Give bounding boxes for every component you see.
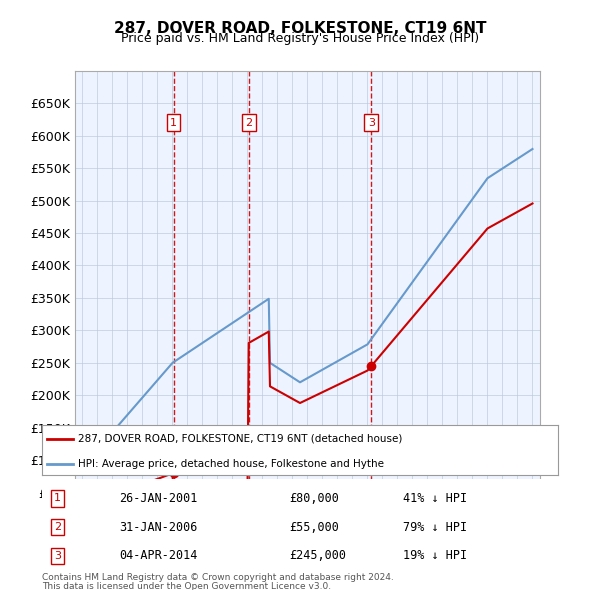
- Text: This data is licensed under the Open Government Licence v3.0.: This data is licensed under the Open Gov…: [42, 582, 331, 590]
- Text: 41% ↓ HPI: 41% ↓ HPI: [403, 492, 467, 505]
- Text: 31-JAN-2006: 31-JAN-2006: [119, 520, 198, 533]
- Text: 04-APR-2014: 04-APR-2014: [119, 549, 198, 562]
- Text: Contains HM Land Registry data © Crown copyright and database right 2024.: Contains HM Land Registry data © Crown c…: [42, 573, 394, 582]
- Text: HPI: Average price, detached house, Folkestone and Hythe: HPI: Average price, detached house, Folk…: [78, 459, 384, 469]
- Text: 3: 3: [54, 551, 61, 561]
- Text: 1: 1: [54, 493, 61, 503]
- Text: 79% ↓ HPI: 79% ↓ HPI: [403, 520, 467, 533]
- Text: 19% ↓ HPI: 19% ↓ HPI: [403, 549, 467, 562]
- Text: 1: 1: [170, 118, 177, 127]
- Text: £245,000: £245,000: [290, 549, 347, 562]
- Text: 2: 2: [54, 522, 61, 532]
- Text: Price paid vs. HM Land Registry's House Price Index (HPI): Price paid vs. HM Land Registry's House …: [121, 32, 479, 45]
- Text: 2: 2: [245, 118, 252, 127]
- Text: 3: 3: [368, 118, 375, 127]
- Text: 287, DOVER ROAD, FOLKESTONE, CT19 6NT (detached house): 287, DOVER ROAD, FOLKESTONE, CT19 6NT (d…: [78, 434, 403, 444]
- Text: £80,000: £80,000: [290, 492, 340, 505]
- Text: 287, DOVER ROAD, FOLKESTONE, CT19 6NT: 287, DOVER ROAD, FOLKESTONE, CT19 6NT: [114, 21, 486, 35]
- Text: £55,000: £55,000: [290, 520, 340, 533]
- Text: 26-JAN-2001: 26-JAN-2001: [119, 492, 198, 505]
